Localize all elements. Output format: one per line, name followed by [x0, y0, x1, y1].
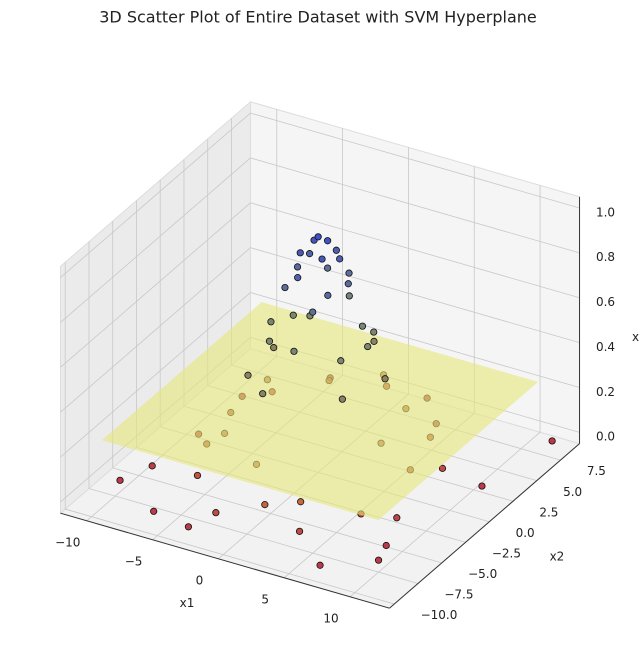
point: [323, 264, 332, 272]
grid-line: [250, 202, 580, 299]
grid-line: [60, 112, 251, 278]
grid-line: [60, 157, 251, 323]
y-tick-label: 5.0: [563, 485, 582, 499]
grid-line: [60, 292, 251, 458]
point: [116, 476, 124, 484]
y-tick-label: 2.5: [539, 505, 558, 519]
z-tick-label: 0.6: [596, 295, 615, 309]
point: [293, 263, 302, 271]
y-tick-label: −10.0: [421, 608, 458, 622]
point: [244, 371, 252, 379]
z-tick-label: 0.4: [596, 340, 615, 354]
point: [382, 541, 390, 550]
y-tick-label: −2.5: [492, 546, 521, 560]
x-tick-label: −10: [55, 536, 80, 550]
point: [289, 311, 297, 319]
point: [345, 292, 353, 300]
point: [281, 283, 289, 292]
y-axis-label: x2: [550, 549, 565, 563]
point: [316, 561, 324, 569]
grid-line: [88, 488, 419, 584]
y-tick-label: −7.5: [444, 588, 473, 602]
grid-line: [250, 157, 580, 254]
x-axis-label: x1: [180, 596, 195, 610]
point: [150, 507, 158, 515]
grid-line: [250, 292, 580, 388]
x-tick-label: 0: [196, 574, 204, 588]
y-tick-label: 0.0: [516, 526, 535, 540]
point: [297, 498, 305, 506]
point: [370, 337, 378, 345]
point: [193, 471, 202, 480]
z-axis-label: x: [632, 330, 639, 344]
z-tick-label: 1.0: [596, 205, 615, 219]
x-tick-label: 5: [261, 593, 269, 607]
point: [294, 274, 302, 282]
x-axis: [60, 512, 390, 609]
point: [336, 255, 344, 263]
z-tick-label: 0.8: [596, 250, 615, 264]
point: [259, 390, 267, 398]
point: [548, 437, 556, 445]
grid-line: [60, 202, 251, 368]
grid-line: [250, 247, 580, 344]
grid-line: [250, 112, 580, 209]
point: [306, 250, 314, 258]
point: [267, 318, 275, 326]
z-tick-label: 0.0: [596, 430, 615, 444]
z-tick-label: 0.2: [596, 385, 615, 399]
point: [478, 482, 486, 490]
point: [265, 337, 274, 345]
point: [324, 291, 332, 299]
x-tick-label: 10: [323, 612, 338, 626]
point: [370, 328, 378, 336]
point: [212, 509, 220, 517]
grid-line: [65, 508, 395, 605]
point: [338, 395, 346, 403]
point: [381, 375, 389, 383]
point: [270, 344, 278, 352]
point: [332, 246, 340, 254]
grid-line: [60, 247, 251, 413]
x-tick-label: −5: [125, 555, 143, 569]
point: [296, 249, 304, 257]
point: [314, 233, 322, 241]
chart-title: 3D Scatter Plot of Entire Dataset with S…: [99, 8, 537, 27]
point: [318, 255, 326, 263]
point: [148, 462, 156, 470]
y-tick-label: −5.0: [468, 567, 497, 581]
y-tick-label: 7.5: [587, 464, 606, 478]
point: [309, 308, 317, 316]
point: [345, 269, 353, 277]
point: [344, 280, 352, 288]
y-axis: [389, 443, 580, 609]
point: [438, 464, 447, 472]
point: [261, 501, 269, 509]
point: [184, 523, 193, 531]
point: [323, 237, 332, 245]
point: [290, 347, 298, 355]
point: [358, 322, 367, 330]
hyperplane: [102, 302, 538, 521]
point: [295, 527, 304, 535]
point: [374, 556, 383, 564]
grid-line: [349, 431, 541, 598]
point: [393, 514, 401, 522]
point: [364, 342, 372, 351]
point: [337, 357, 345, 365]
